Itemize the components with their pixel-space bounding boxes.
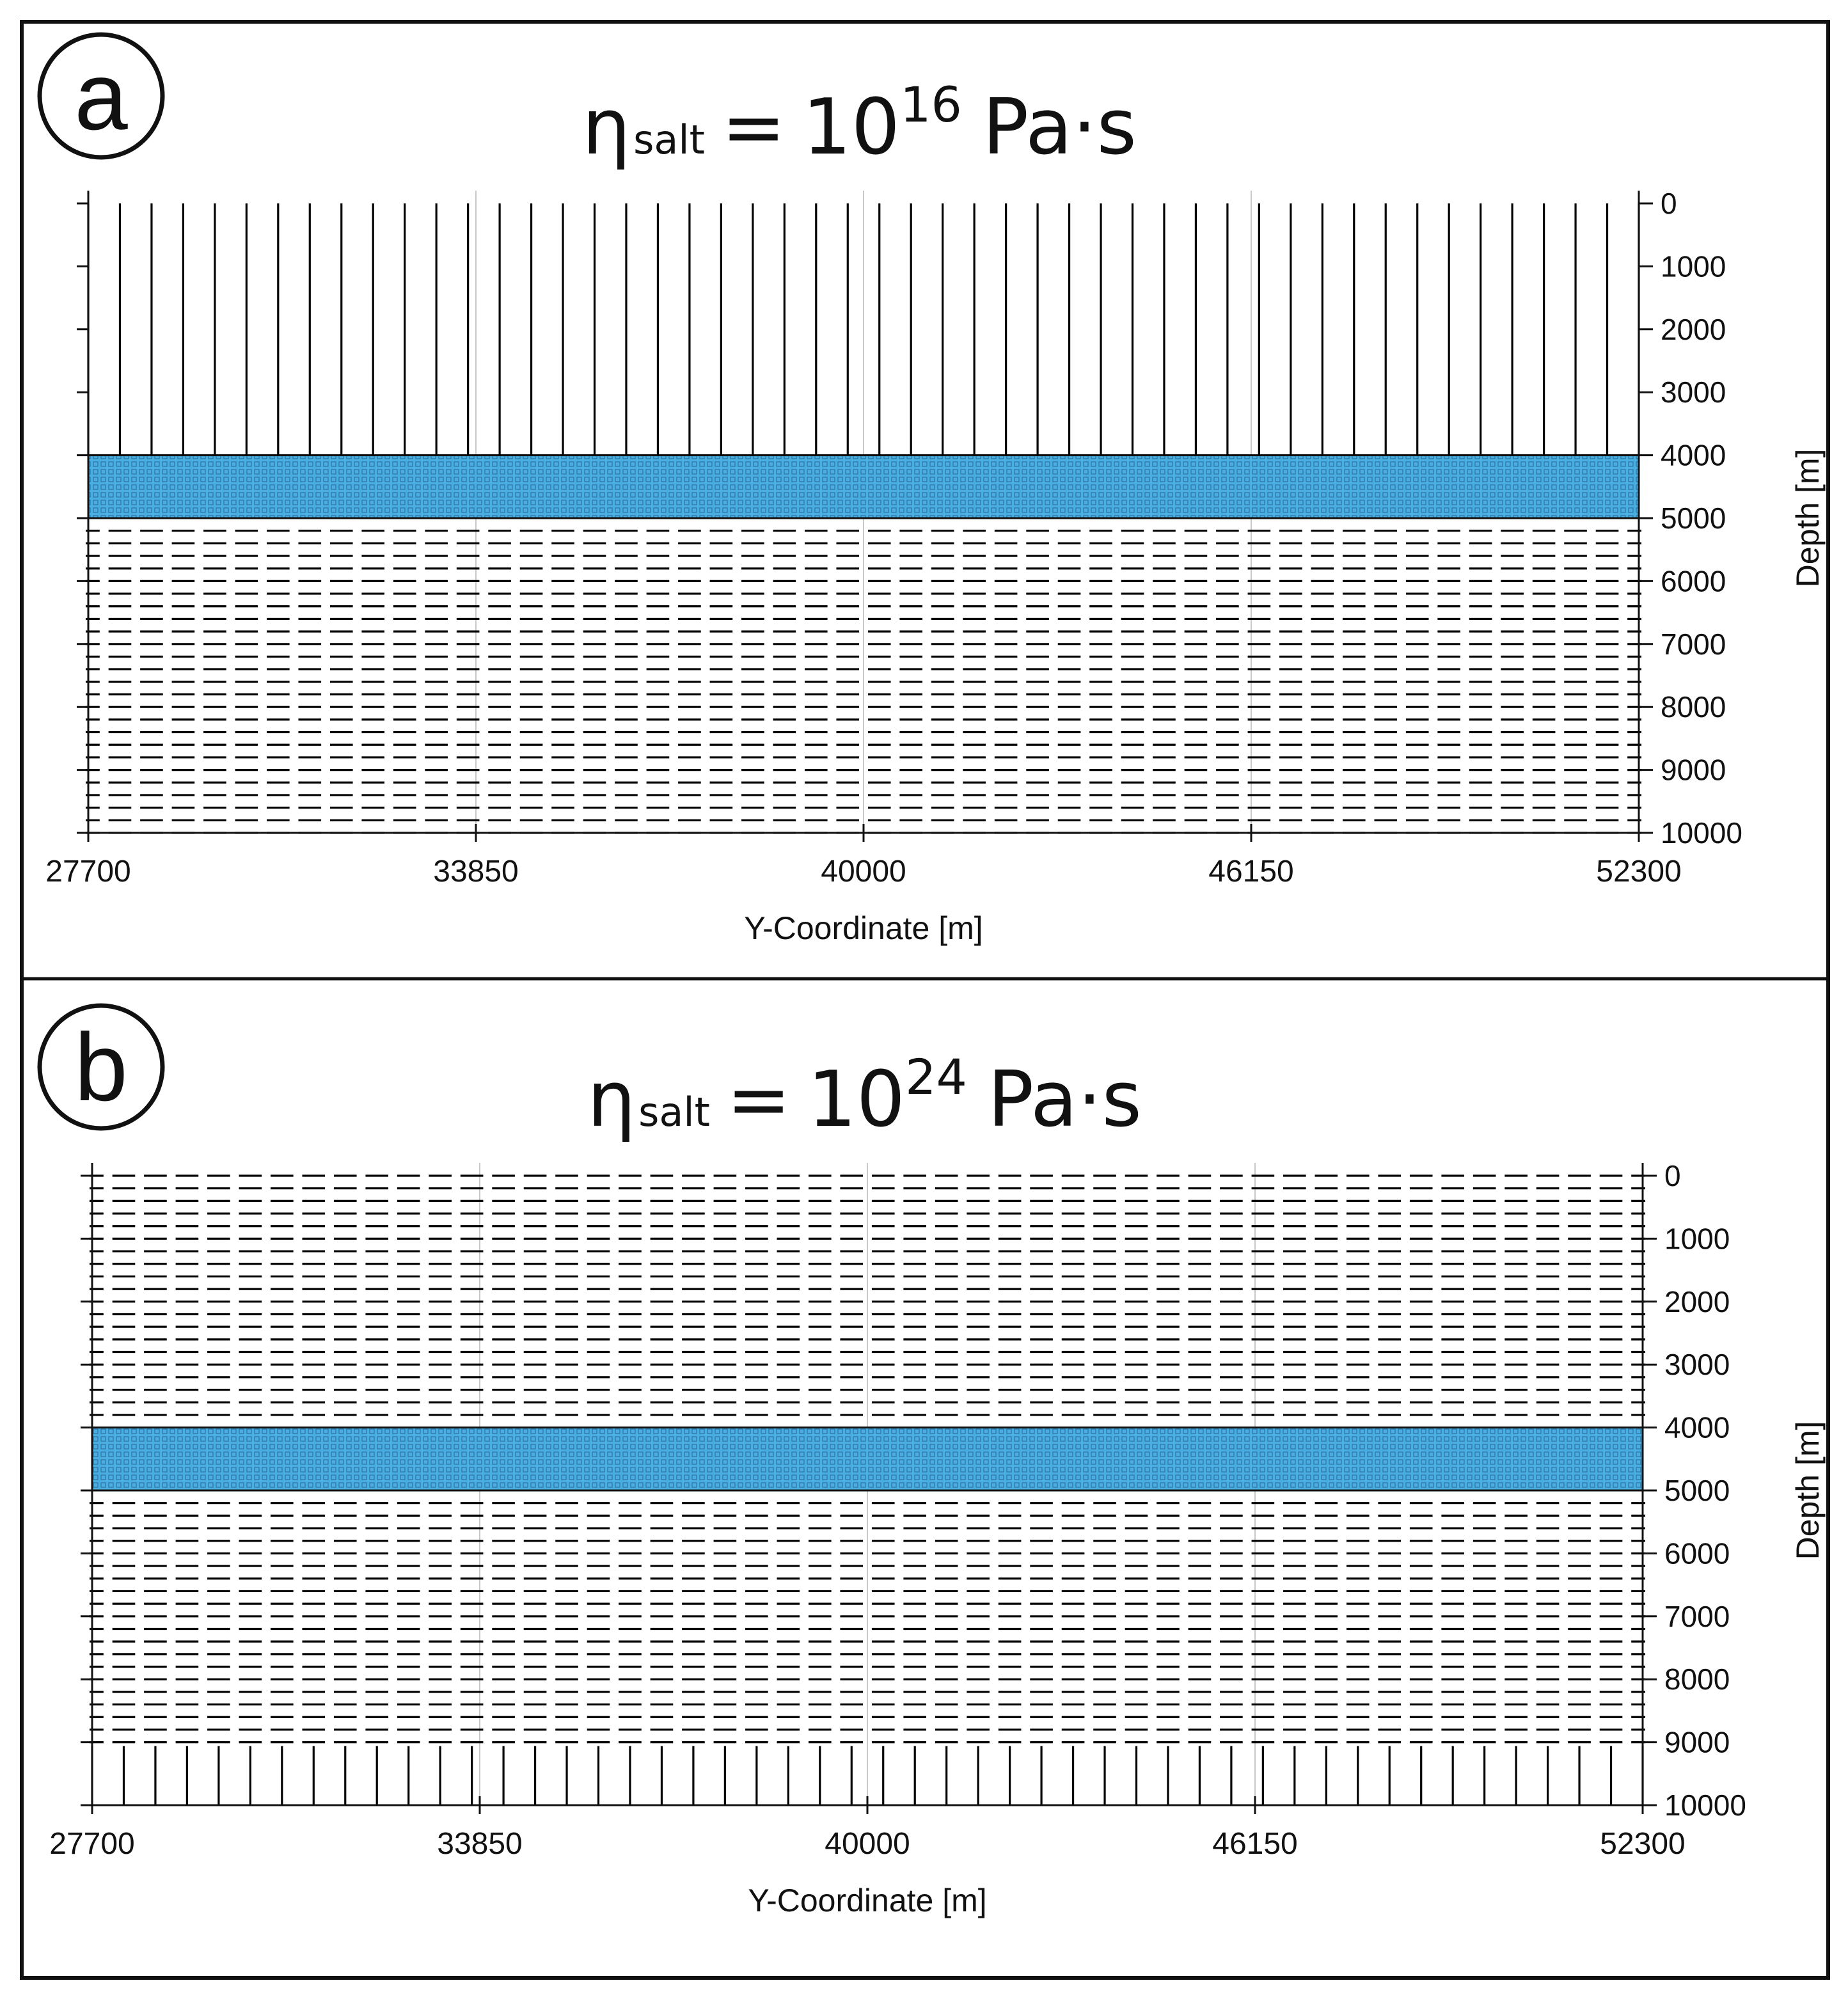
y-tick-label: 3000 <box>1661 375 1726 409</box>
panel-title: ηsalt = 1024 Pa·s <box>587 1048 1142 1144</box>
plot-area: 27700 33850 40000 46150 52300 0 1000 2000 3000 40… <box>45 187 1826 946</box>
y-tick-label: 5000 <box>1661 502 1726 535</box>
y-axis-label: Depth [m] <box>1790 449 1826 588</box>
title-exponent: 24 <box>905 1048 967 1105</box>
y-tick-label: 5000 <box>1664 1474 1730 1507</box>
x-tick-label: 27700 <box>49 1827 134 1861</box>
y-tick-label: 3000 <box>1664 1348 1730 1381</box>
y-tick-label: 6000 <box>1661 564 1726 597</box>
x-tick-label: 40000 <box>821 855 906 889</box>
x-tick-label: 46150 <box>1212 1827 1297 1861</box>
panel-a: a ηsalt = 1016 Pa·s 27700 33850 40000 46150 523… <box>37 32 1826 946</box>
title-equals: = <box>727 1055 791 1144</box>
y-tick-label: 6000 <box>1664 1537 1730 1570</box>
y-tick-label: 0 <box>1664 1159 1681 1192</box>
title-subscript: salt <box>633 116 705 163</box>
y-tick-label: 8000 <box>1664 1663 1730 1696</box>
title-base: 10 <box>802 83 900 172</box>
panel-label-circle <box>37 1003 165 1131</box>
y-tick-label: 4000 <box>1664 1411 1730 1444</box>
title-equals: = <box>722 83 786 172</box>
x-tick-label: 52300 <box>1600 1827 1685 1861</box>
x-tick-label: 40000 <box>825 1827 910 1861</box>
x-tick-label: 52300 <box>1596 855 1681 889</box>
x-axis-label: Y-Coordinate [m] <box>748 1883 986 1918</box>
x-tick-label: 33850 <box>433 855 518 889</box>
title-base: 10 <box>807 1055 905 1144</box>
x-axis-label: Y-Coordinate [m] <box>744 910 983 946</box>
x-tick-label: 27700 <box>45 855 130 889</box>
y-tick-label: 10000 <box>1661 816 1742 849</box>
panel-label: a <box>74 42 128 150</box>
y-tick-label: 0 <box>1661 187 1677 220</box>
salt-layer-grid <box>87 454 1640 519</box>
title-exponent: 16 <box>900 76 962 133</box>
title-subscript: salt <box>638 1089 710 1135</box>
panel-b: b ηsalt = 1024 Pa·s 27700 33850 40000 46150 523… <box>37 1003 1826 1918</box>
title-unit: Pa·s <box>988 1055 1142 1144</box>
title-symbol: η <box>582 83 631 172</box>
y-tick-label: 9000 <box>1664 1726 1730 1759</box>
stress-vectors <box>90 1174 1645 1805</box>
plot-area: 27700 33850 40000 46150 52300 0 1000 2000 3000 40… <box>49 1159 1826 1918</box>
y-tick-label: 8000 <box>1661 690 1726 723</box>
y-tick-label: 9000 <box>1661 754 1726 787</box>
title-unit: Pa·s <box>983 83 1137 172</box>
x-tick-label: 33850 <box>437 1827 522 1861</box>
figure-border <box>20 20 1830 1980</box>
y-tick-label: 2000 <box>1664 1285 1730 1318</box>
y-tick-label: 10000 <box>1664 1789 1746 1822</box>
y-tick-label: 4000 <box>1661 439 1726 472</box>
salt-layer-grid <box>91 1426 1644 1492</box>
y-tick-label: 1000 <box>1661 249 1726 283</box>
y-tick-label: 2000 <box>1661 313 1726 346</box>
panel-label-badge: a <box>37 32 165 160</box>
y-tick-label: 7000 <box>1664 1600 1730 1633</box>
x-tick-label: 46150 <box>1208 855 1293 889</box>
y-tick-label: 7000 <box>1661 628 1726 661</box>
y-tick-label: 1000 <box>1664 1222 1730 1255</box>
panel-title: ηsalt = 1016 Pa·s <box>582 76 1137 172</box>
panel-label-circle <box>37 32 165 160</box>
title-symbol: η <box>587 1055 636 1144</box>
panel-label: b <box>74 1013 127 1121</box>
stress-vectors <box>86 203 1641 834</box>
y-axis-label: Depth [m] <box>1790 1421 1826 1560</box>
panel-label-badge: b <box>37 1003 165 1131</box>
